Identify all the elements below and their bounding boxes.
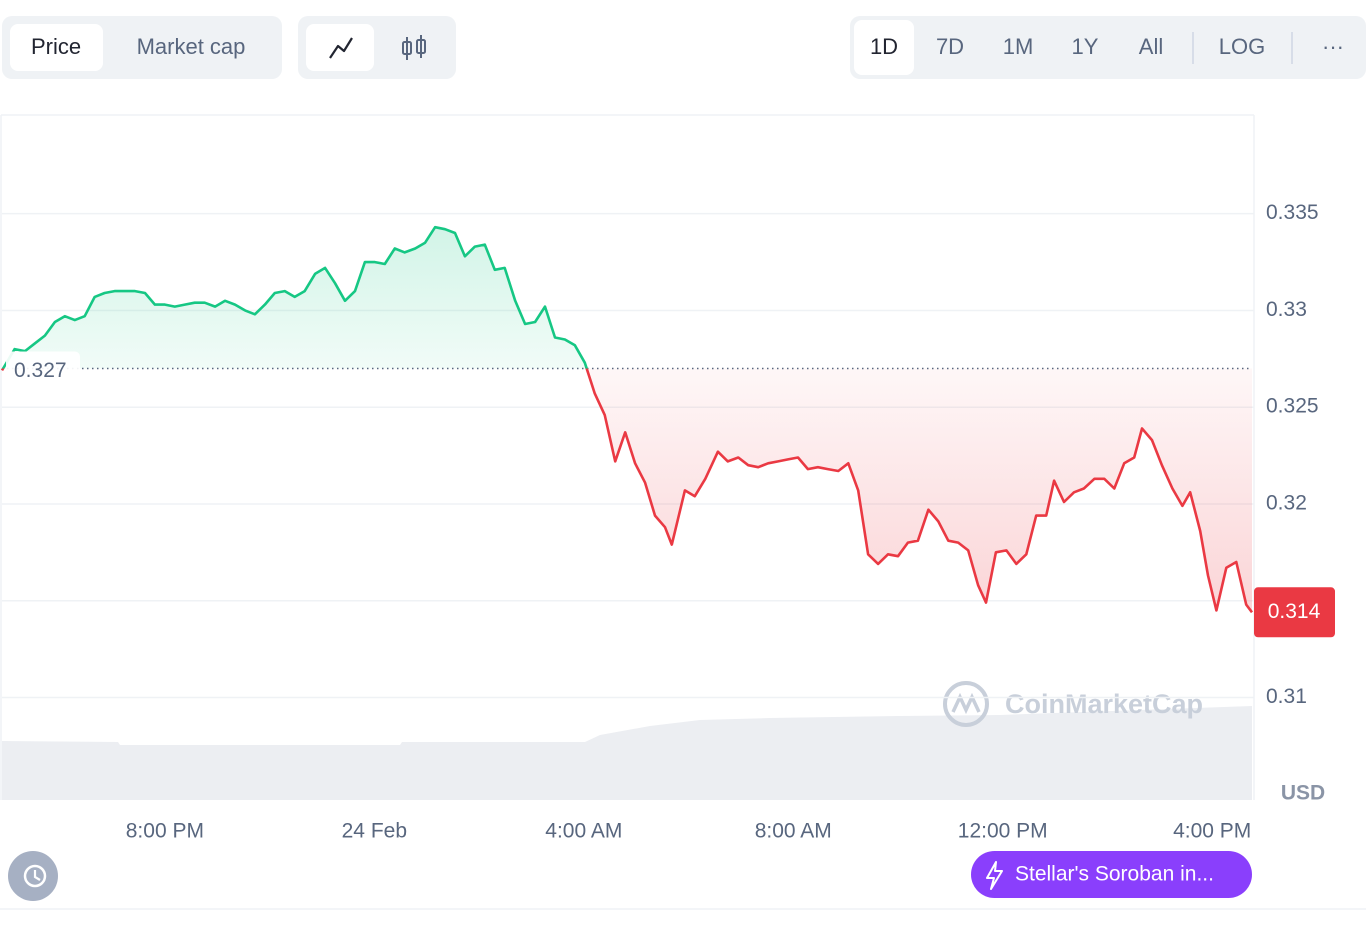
range-tab[interactable]: 7D [936, 34, 964, 59]
x-tick-label: 8:00 PM [126, 820, 204, 843]
x-tick-label: 8:00 AM [755, 820, 832, 843]
x-tick-label: 4:00 AM [545, 820, 622, 843]
more-button[interactable]: ··· [1322, 34, 1344, 59]
range-tab[interactable]: 1M [1003, 34, 1034, 59]
x-tick-label: 12:00 PM [958, 820, 1048, 843]
line-icon [329, 37, 353, 59]
volume-area [2, 706, 1252, 800]
active-range-bg [854, 20, 914, 75]
price-line [0, 225, 1254, 614]
range-tab[interactable]: 1D [870, 34, 898, 59]
baseline-label: 0.327 [14, 359, 67, 382]
range-toggle [850, 16, 1366, 79]
range-tab[interactable]: All [1139, 34, 1163, 59]
history-button[interactable] [8, 851, 58, 901]
current-price-bg [1254, 587, 1335, 638]
currency-label: USD [1281, 782, 1325, 805]
lightning-icon [986, 861, 1003, 890]
baseline-label-bg [6, 351, 80, 384]
news-button-bg[interactable] [971, 851, 1252, 898]
watermark-logo [943, 681, 989, 727]
candle-icon[interactable] [402, 35, 426, 60]
current-price-label: 0.314 [1268, 600, 1321, 623]
log-toggle[interactable]: LOG [1219, 34, 1265, 59]
metric-tab[interactable]: Market cap [137, 34, 246, 59]
y-tick-label: 0.31 [1266, 685, 1307, 708]
range-tab[interactable]: 1Y [1072, 34, 1099, 59]
x-tick-label: 24 Feb [342, 820, 407, 843]
y-tick-label: 0.32 [1266, 491, 1307, 514]
metric-tab[interactable]: Price [31, 34, 81, 59]
price-area [2, 227, 1252, 613]
y-tick-label: 0.335 [1266, 201, 1319, 224]
watermark: CoinMarketCap [1005, 689, 1203, 719]
x-tick-label: 4:00 PM [1173, 820, 1251, 843]
active-tab-bg [10, 24, 103, 71]
y-tick-label: 0.325 [1266, 395, 1319, 418]
y-tick-label: 0.33 [1266, 298, 1307, 321]
news-button[interactable]: Stellar's Soroban in... [1015, 863, 1214, 886]
